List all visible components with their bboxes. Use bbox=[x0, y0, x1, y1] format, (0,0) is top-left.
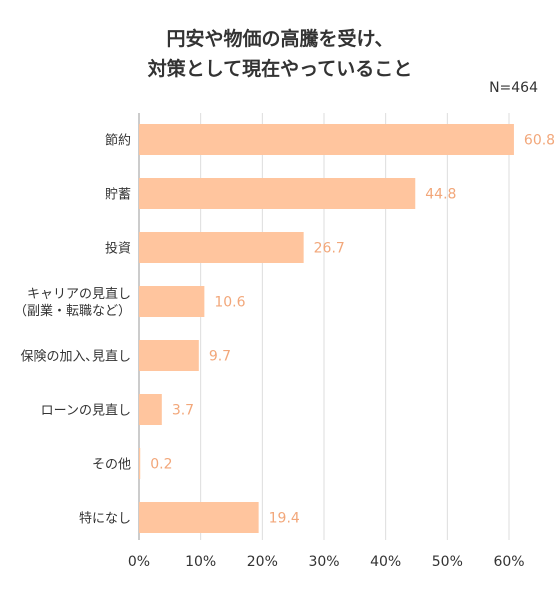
chart-title-line-2: 対策として現在やっていること bbox=[147, 58, 413, 80]
value-label: 0.2 bbox=[150, 457, 172, 473]
bar bbox=[139, 286, 205, 317]
category-label: キャリアの見直し bbox=[27, 287, 131, 302]
bar bbox=[139, 394, 162, 425]
bar bbox=[139, 340, 199, 371]
value-label: 19.4 bbox=[269, 511, 300, 527]
bars bbox=[139, 124, 514, 533]
value-label: 26.7 bbox=[314, 241, 345, 257]
x-tick-label: 20% bbox=[247, 554, 278, 570]
value-label: 3.7 bbox=[172, 403, 194, 419]
bar bbox=[139, 448, 141, 479]
category-label: 貯蓄 bbox=[105, 188, 131, 203]
category-label: 節約 bbox=[105, 134, 131, 149]
x-tick-label: 60% bbox=[493, 554, 524, 570]
chart-title: 円安や物価の高騰を受け、 対策として現在やっていること bbox=[0, 24, 560, 84]
category-label: 保険の加入､見直し bbox=[20, 350, 131, 365]
bar bbox=[139, 124, 514, 155]
labels: 0% 10% 20% 30% 40% 50% 60% 節約 60.8 貯蓄 44.8 投資 26.7 キャ… bbox=[14, 133, 555, 571]
bar bbox=[139, 232, 304, 263]
category-label: その他 bbox=[92, 458, 131, 473]
x-tick-label: 30% bbox=[308, 554, 339, 570]
value-label: 60.8 bbox=[524, 133, 555, 149]
x-tick-label: 10% bbox=[185, 554, 216, 570]
category-label: ローンの見直し bbox=[41, 404, 131, 419]
x-tick-label: 40% bbox=[370, 554, 401, 570]
value-label: 10.6 bbox=[214, 295, 245, 311]
category-label: 特になし bbox=[79, 512, 131, 527]
value-label: 44.8 bbox=[425, 187, 456, 203]
bar bbox=[139, 178, 416, 209]
category-label: （副業・転職など） bbox=[14, 303, 131, 319]
gridlines bbox=[138, 113, 510, 540]
sample-size-label: N=464 bbox=[489, 80, 538, 96]
category-label: 投資 bbox=[105, 241, 131, 257]
x-tick-label: 50% bbox=[432, 554, 463, 570]
value-label: 9.7 bbox=[209, 349, 231, 365]
bar bbox=[139, 502, 259, 533]
chart-title-line-1: 円安や物価の高騰を受け、 bbox=[166, 28, 394, 50]
x-tick-label: 0% bbox=[128, 554, 150, 570]
